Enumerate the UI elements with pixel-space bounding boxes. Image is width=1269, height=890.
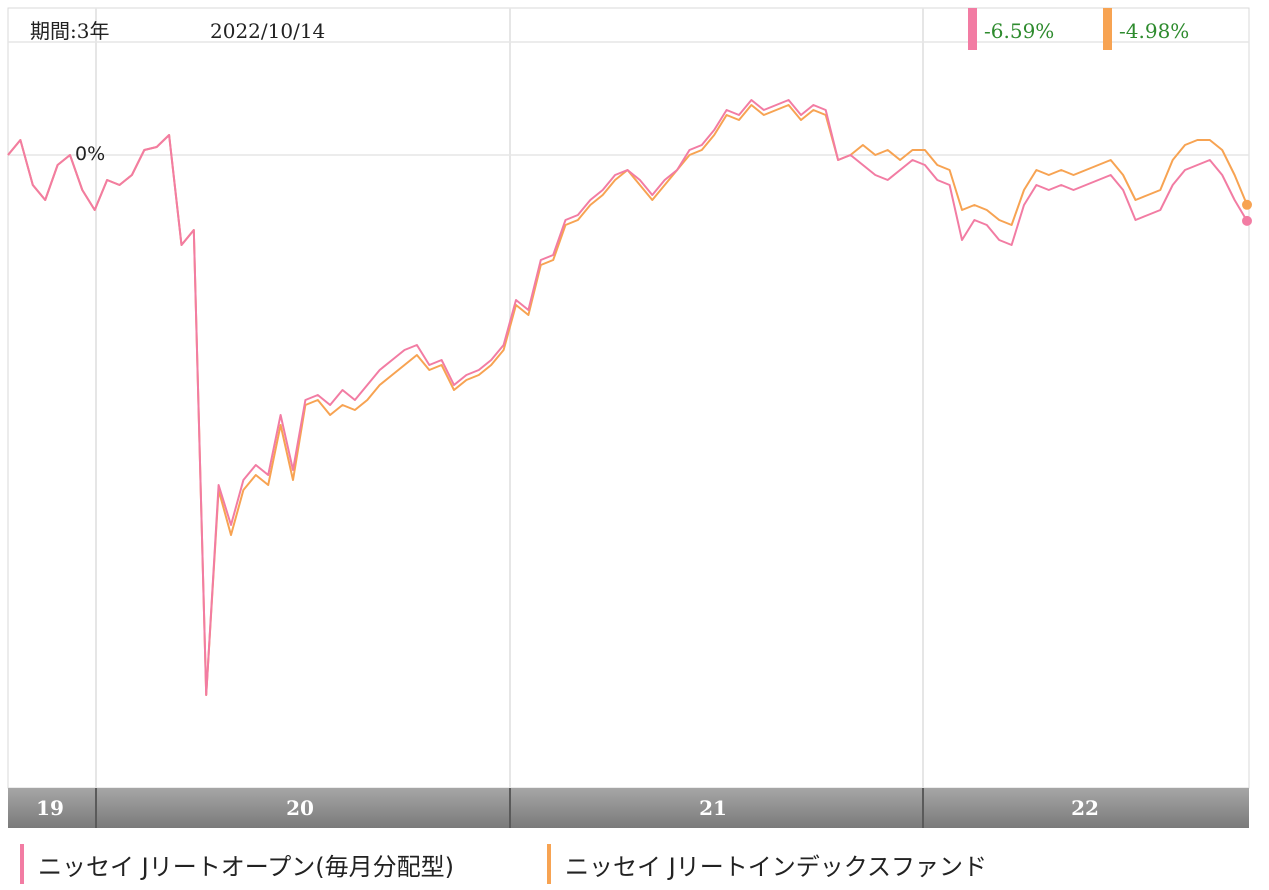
legend-swatch-series-2 bbox=[547, 844, 551, 884]
series-1-return: -6.59% bbox=[984, 19, 1054, 43]
series-group bbox=[7, 99, 1252, 696]
x-tick-label-19: 19 bbox=[36, 796, 64, 820]
legend-label-series-1: ニッセイ Jリートオープン(毎月分配型) bbox=[38, 852, 454, 881]
x-tick-label-21: 21 bbox=[699, 796, 727, 820]
series-line-1 bbox=[7, 99, 1248, 696]
series-end-point-2 bbox=[1242, 199, 1252, 210]
legend-item-series-1[interactable]: ニッセイ Jリートオープン(毎月分配型) bbox=[20, 844, 454, 884]
legend: ニッセイ Jリートオープン(毎月分配型) ニッセイ Jリートインデックスファンド bbox=[0, 832, 1269, 890]
x-axis-band bbox=[8, 788, 1249, 828]
x-tick-label-20: 20 bbox=[286, 796, 314, 820]
period-label: 期間:3年 bbox=[30, 19, 109, 43]
plot-frame bbox=[7, 7, 1250, 789]
x-tick-label-22: 22 bbox=[1071, 796, 1099, 820]
legend-label-series-2: ニッセイ Jリートインデックスファンド bbox=[565, 852, 987, 881]
legend-swatch-series-1 bbox=[20, 844, 24, 884]
series-2-return-marker bbox=[1103, 8, 1112, 50]
chart-svg: 期間:3年 2022/10/14 -6.59% -4.98% 0% 19 20 … bbox=[7, 7, 1252, 828]
legend-item-series-2[interactable]: ニッセイ Jリートインデックスファンド bbox=[547, 844, 987, 884]
series-2-return: -4.98% bbox=[1119, 19, 1189, 43]
series-1-return-marker bbox=[968, 8, 977, 50]
date-label: 2022/10/14 bbox=[210, 19, 325, 43]
zero-percent-label: 0% bbox=[75, 143, 105, 165]
series-end-point-1 bbox=[1242, 215, 1252, 226]
